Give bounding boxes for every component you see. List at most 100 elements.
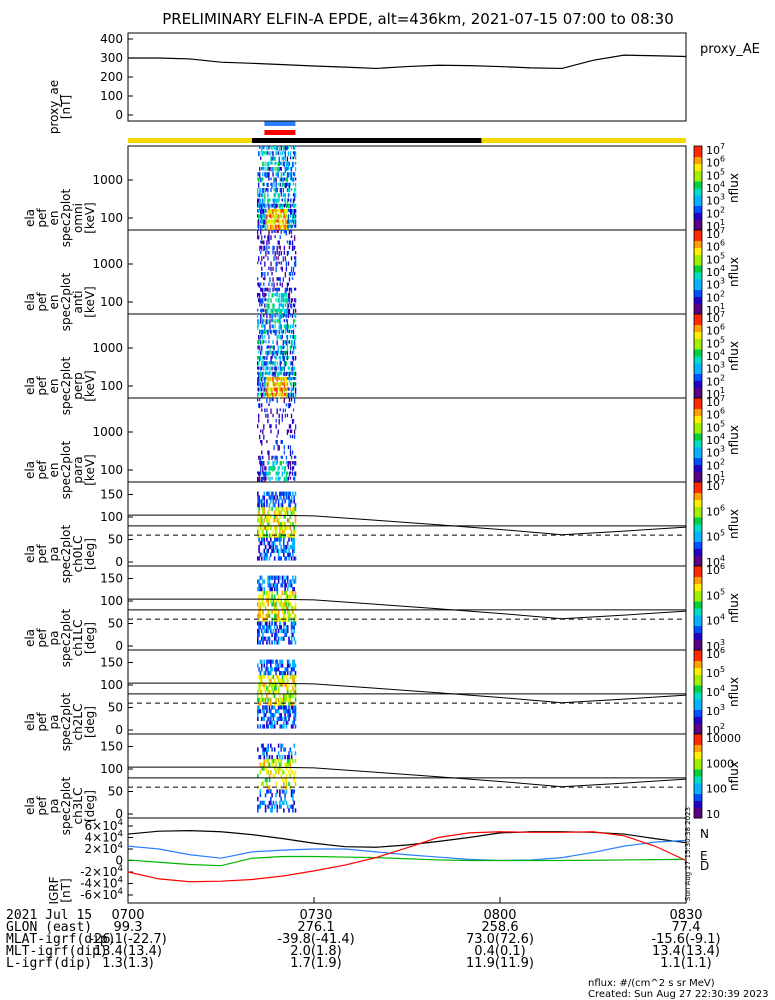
- spectrogram-pixel: [269, 277, 271, 283]
- spectrogram-pixel: [268, 303, 270, 310]
- spectrogram-pixel: [292, 371, 295, 375]
- pitch-angle-pixel: [263, 499, 266, 504]
- spectrogram-pixel: [289, 151, 292, 156]
- spectrogram-pixel: [282, 350, 284, 357]
- spectrogram-pixel: [290, 287, 293, 294]
- colorbar-cell: [694, 615, 702, 619]
- colorbar-cell: [694, 804, 702, 808]
- colorbar-cell: [694, 181, 702, 185]
- pitch-angle-pixel: [268, 777, 271, 783]
- spectrogram-pixel: [258, 471, 260, 476]
- pitch-angle-pixel: [276, 667, 279, 672]
- spectrogram-pixel: [291, 361, 294, 366]
- pitch-angle-pixel: [259, 789, 262, 794]
- spectrogram-pixel: [274, 177, 276, 182]
- pitch-angle-pixel: [292, 709, 294, 714]
- pitch-angle-pixel: [281, 590, 284, 596]
- spectrogram-pixel: [258, 235, 260, 240]
- spectrogram-pixel: [272, 277, 274, 282]
- spectrogram-pixel: [260, 371, 262, 378]
- pitch-angle-pixel: [271, 793, 273, 798]
- spectrogram-pixel: [259, 203, 261, 210]
- pitch-angle-pixel: [284, 762, 286, 767]
- pitch-angle-pixel: [285, 510, 288, 515]
- spectrogram-pixel: [283, 146, 286, 150]
- spectrogram-pixel: [276, 203, 278, 208]
- pitch-angle-pixel: [275, 621, 277, 626]
- spectrogram-pixel: [264, 224, 266, 229]
- pitch-angle-pixel: [277, 640, 280, 645]
- pitch-angle-pixel: [267, 701, 269, 706]
- spectrogram-pixel: [291, 350, 294, 355]
- colorbar-cell: [694, 300, 702, 304]
- spectrogram-pixel: [289, 382, 292, 385]
- spectrogram-pixel: [257, 356, 259, 360]
- spectrogram-pixel: [267, 377, 269, 383]
- spectrogram-pixel: [286, 156, 289, 162]
- spectrogram-pixel: [285, 455, 288, 460]
- pitch-angle-pixel: [273, 525, 276, 531]
- pitch-angle-pixel: [273, 609, 276, 615]
- pitch-angle-pixel: [260, 678, 263, 683]
- spectrogram-pixel: [257, 361, 259, 366]
- ytick-label-igrf: 0: [115, 854, 123, 868]
- pitch-angle-pixel: [292, 793, 294, 798]
- pitch-angle-pixel: [285, 575, 288, 580]
- pitch-angle-pixel: [289, 544, 292, 550]
- spectrogram-pixel: [260, 392, 262, 396]
- spectrogram-pixel: [267, 350, 269, 356]
- pitch-angle-pixel: [293, 495, 295, 500]
- pitch-angle-pixel: [285, 785, 288, 790]
- spectrogram-pixel: [276, 350, 278, 357]
- pitch-angle-pixel: [275, 583, 277, 588]
- colorbar-cell: [694, 436, 702, 441]
- spectrogram-pixel: [288, 161, 291, 166]
- spectrogram-pixel: [276, 172, 278, 177]
- pitch-angle-pixel: [275, 663, 277, 668]
- spectrogram-pixel: [281, 455, 283, 460]
- colorbar-cell: [694, 349, 702, 353]
- pitch-angle-pixel: [262, 625, 264, 630]
- spectrogram-pixel: [258, 198, 260, 203]
- pitch-angle-pixel: [290, 495, 293, 500]
- spectrogram-pixel: [283, 198, 286, 202]
- colorbar-cell: [694, 737, 702, 742]
- pitch-angle-pixel: [289, 613, 292, 618]
- pitch-angle-pixel: [284, 609, 286, 615]
- spectrogram-pixel: [279, 167, 281, 171]
- pitch-angle-pixel: [257, 632, 259, 637]
- spectrogram-pixel: [268, 146, 270, 150]
- spectrogram-pixel: [277, 371, 279, 378]
- spectrogram-pixel: [283, 251, 286, 255]
- spectrogram-pixel: [284, 156, 287, 162]
- spectrogram-pixel: [272, 371, 274, 377]
- spectrogram-pixel: [283, 356, 286, 362]
- pitch-angle-pixel: [263, 587, 266, 592]
- spectrogram-pixel: [276, 251, 278, 255]
- spectrogram-pixel: [261, 403, 263, 408]
- ylabel-line: en: [47, 211, 61, 226]
- spectrogram-pixel: [275, 198, 277, 204]
- spectrogram-pixel: [292, 219, 295, 225]
- colorbar-cell: [694, 730, 702, 735]
- spectrogram-pixel: [276, 308, 278, 314]
- pitch-angle-pixel: [264, 697, 267, 702]
- pitch-angle-pixel: [288, 594, 290, 599]
- pitch-angle-pixel: [280, 594, 282, 599]
- spectrogram-pixel: [262, 371, 264, 378]
- pitch-angle-pixel: [290, 628, 293, 634]
- pitch-angle-pixel: [260, 514, 263, 519]
- pitch-angle-pixel: [283, 636, 285, 641]
- spectrogram-pixel: [286, 198, 289, 204]
- spectrogram-pixel: [269, 151, 271, 157]
- spectrogram-pixel: [294, 209, 297, 213]
- spectrogram-pixel: [276, 224, 278, 228]
- pitch-angle-pixel: [290, 751, 293, 756]
- spectrogram-pixel: [285, 387, 288, 392]
- spectrogram-pixel: [277, 319, 279, 322]
- pitch-angle-pixel: [294, 506, 297, 512]
- ylabel-igrf: IGRF[nT]: [47, 876, 73, 904]
- pitch-angle-pixel: [258, 548, 260, 553]
- spectrogram-pixel: [267, 193, 269, 198]
